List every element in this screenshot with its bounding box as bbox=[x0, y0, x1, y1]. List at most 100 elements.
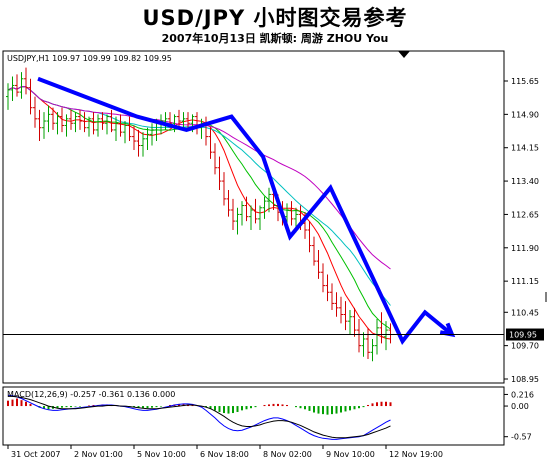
price-bar bbox=[132, 125, 136, 150]
price-bar bbox=[213, 143, 217, 175]
price-bar bbox=[46, 105, 51, 133]
price-bar bbox=[357, 318, 361, 353]
trend-zigzag-line bbox=[37, 76, 454, 346]
price-bar bbox=[6, 83, 10, 110]
price-bar bbox=[123, 121, 127, 144]
price-bar bbox=[109, 109, 114, 133]
price-panel-frame bbox=[2, 50, 505, 384]
macd-signal-line bbox=[8, 395, 391, 439]
macd-panel-frame bbox=[2, 386, 505, 446]
price-bar bbox=[163, 112, 168, 130]
price-bar bbox=[87, 116, 91, 137]
price-bar bbox=[312, 236, 316, 266]
moving-average-line bbox=[7, 86, 391, 340]
price-bar bbox=[348, 310, 352, 335]
price-bar bbox=[19, 72, 24, 99]
price-bar bbox=[375, 318, 379, 355]
price-bar bbox=[60, 107, 64, 133]
price-bar bbox=[316, 250, 321, 279]
price-bar bbox=[73, 112, 78, 133]
price-bar bbox=[96, 114, 100, 137]
price-bar bbox=[78, 109, 82, 130]
price-bar bbox=[343, 301, 348, 331]
time-tick-label: 6 Nov 18:00 bbox=[200, 450, 249, 459]
price-bar bbox=[235, 207, 240, 235]
price-tick-label: 113.40 bbox=[511, 177, 539, 186]
price-tick-label: 108.95 bbox=[511, 375, 539, 384]
price-tick-label: 110.45 bbox=[511, 308, 539, 317]
price-bar bbox=[370, 338, 375, 362]
price-bar bbox=[145, 127, 150, 150]
time-tick-label: 5 Nov 10:00 bbox=[137, 450, 186, 459]
price-bar bbox=[384, 321, 388, 351]
price-bar bbox=[28, 78, 33, 115]
price-bar bbox=[226, 189, 231, 217]
price-bar bbox=[321, 263, 325, 293]
chart-title: USD/JPY 小时图交易参考 bbox=[142, 6, 408, 30]
price-bar bbox=[222, 172, 226, 206]
price-tick-label: 114.15 bbox=[511, 144, 539, 153]
macd-tick-label: 0.216 bbox=[511, 390, 534, 399]
price-bar bbox=[334, 292, 339, 317]
price-bar bbox=[240, 201, 244, 226]
time-tick-label: 12 Nov 19:00 bbox=[389, 450, 443, 459]
price-bar bbox=[127, 116, 132, 142]
time-tick-label: 2 Nov 01:00 bbox=[74, 450, 123, 459]
price-bar bbox=[253, 198, 258, 224]
price-bar bbox=[118, 114, 123, 137]
time-tick-label: 9 Nov 10:00 bbox=[326, 450, 375, 459]
macd-tick-label: -0.57 bbox=[511, 433, 532, 442]
price-bar bbox=[172, 114, 177, 133]
price-bar bbox=[267, 187, 271, 213]
current-price-box bbox=[506, 328, 544, 341]
price-bar bbox=[325, 274, 330, 302]
price-bar bbox=[55, 112, 60, 135]
price-bar bbox=[141, 132, 145, 157]
price-bar bbox=[82, 112, 87, 133]
price-bar bbox=[91, 112, 96, 135]
price-bar bbox=[262, 196, 267, 219]
price-bar bbox=[105, 114, 109, 135]
chart-subtitle: 2007年10月13日 凯斯顿: 周游 ZHOU You bbox=[161, 32, 389, 45]
price-bar bbox=[330, 283, 334, 311]
price-bar bbox=[244, 196, 249, 222]
price-bar bbox=[208, 127, 213, 159]
price-bar bbox=[249, 205, 253, 230]
price-tick-label: 112.65 bbox=[511, 210, 539, 219]
price-tick-label: 111.90 bbox=[511, 244, 539, 253]
price-bar bbox=[307, 221, 312, 253]
price-bar bbox=[258, 205, 262, 230]
price-bar bbox=[33, 96, 37, 128]
price-bar bbox=[379, 312, 384, 344]
price-bar bbox=[64, 114, 69, 137]
price-bar bbox=[114, 116, 118, 142]
price-bar bbox=[100, 112, 105, 130]
price-bar bbox=[366, 327, 370, 359]
macd-label: MACD(12,26,9) -0.257 -0.361 0.136 0.000 bbox=[7, 390, 175, 399]
price-tick-label: 115.65 bbox=[511, 77, 539, 86]
shift-marker-icon bbox=[398, 51, 410, 58]
price-bar bbox=[150, 123, 154, 146]
time-tick-label: 8 Nov 02:00 bbox=[263, 450, 312, 459]
price-bar bbox=[217, 156, 222, 190]
price-bar bbox=[37, 109, 42, 142]
price-bar bbox=[15, 74, 19, 97]
price-bar bbox=[10, 76, 15, 102]
price-tick-label: 109.70 bbox=[511, 342, 539, 351]
current-price-label: 109.95 bbox=[509, 331, 537, 340]
symbol-info: USDJPY,H1 109.97 109.99 109.82 109.95 bbox=[7, 54, 172, 63]
price-bar bbox=[361, 332, 366, 357]
price-bar bbox=[352, 307, 357, 337]
price-tick-label: 114.90 bbox=[511, 110, 539, 119]
price-bar bbox=[136, 129, 141, 157]
price-bar bbox=[231, 198, 235, 230]
price-bar bbox=[69, 109, 73, 130]
macd-tick-label: 0.00 bbox=[511, 402, 529, 411]
price-bar bbox=[24, 67, 28, 95]
price-bar bbox=[51, 107, 55, 130]
price-bar bbox=[177, 109, 181, 128]
price-bar bbox=[289, 201, 294, 226]
price-tick-label: 111.15 bbox=[511, 277, 539, 286]
price-bar bbox=[42, 112, 46, 139]
